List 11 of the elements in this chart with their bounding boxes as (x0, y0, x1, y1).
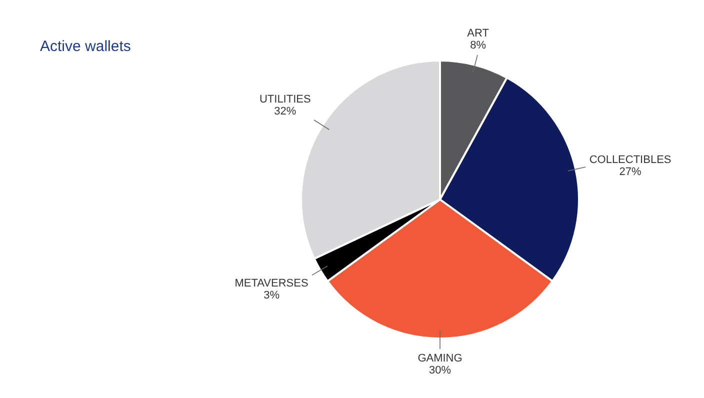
slice-label: UTILITIES (259, 94, 311, 106)
data-label: 3% (264, 289, 280, 302)
data-label: 8% (470, 39, 486, 52)
slice-label: ART (467, 27, 490, 40)
data-label: 32% (274, 106, 296, 118)
slice-label: METAVERSES (234, 277, 308, 290)
data-label: 30% (428, 364, 452, 377)
text: Active wallets (40, 38, 131, 55)
slice-label: COLLECTIBLES (589, 154, 672, 166)
data-label: 27% (619, 166, 642, 178)
slice-label: GAMING (418, 352, 462, 365)
